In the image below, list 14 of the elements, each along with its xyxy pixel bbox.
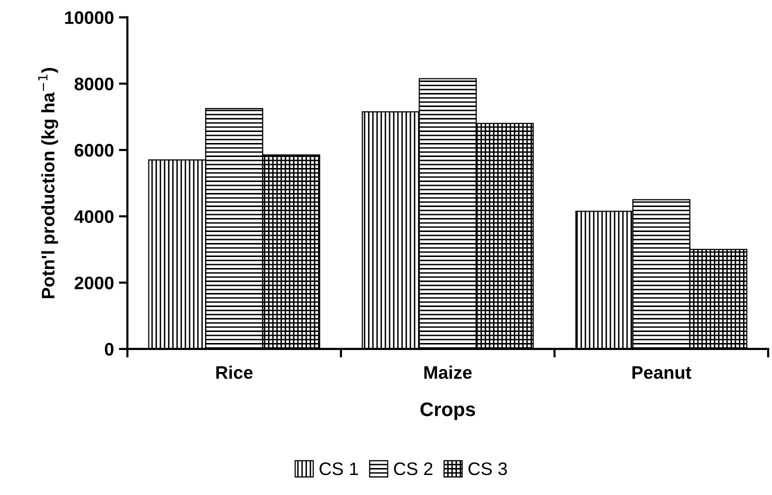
x-axis-title: Crops — [420, 402, 476, 420]
legend-label: CS 1 — [320, 462, 358, 476]
y-tick-label: 4000 — [74, 210, 114, 224]
x-tick-label: Maize — [424, 366, 472, 379]
x-tick-label: Peanut — [632, 366, 692, 379]
y-tick-label: 0 — [104, 342, 114, 356]
legend-label: CS 2 — [394, 462, 432, 476]
y-tick-label: 8000 — [74, 78, 114, 90]
y-tick-label: 10000 — [65, 11, 114, 24]
y-axis-title: Potn'l production (kg ha$^{−1}$) — [38, 68, 58, 298]
legend-label: CS 3 — [468, 462, 507, 476]
y-tick-label: 6000 — [74, 144, 114, 157]
y-tick-label: 2000 — [74, 276, 114, 290]
x-tick-label: Rice — [216, 366, 253, 379]
